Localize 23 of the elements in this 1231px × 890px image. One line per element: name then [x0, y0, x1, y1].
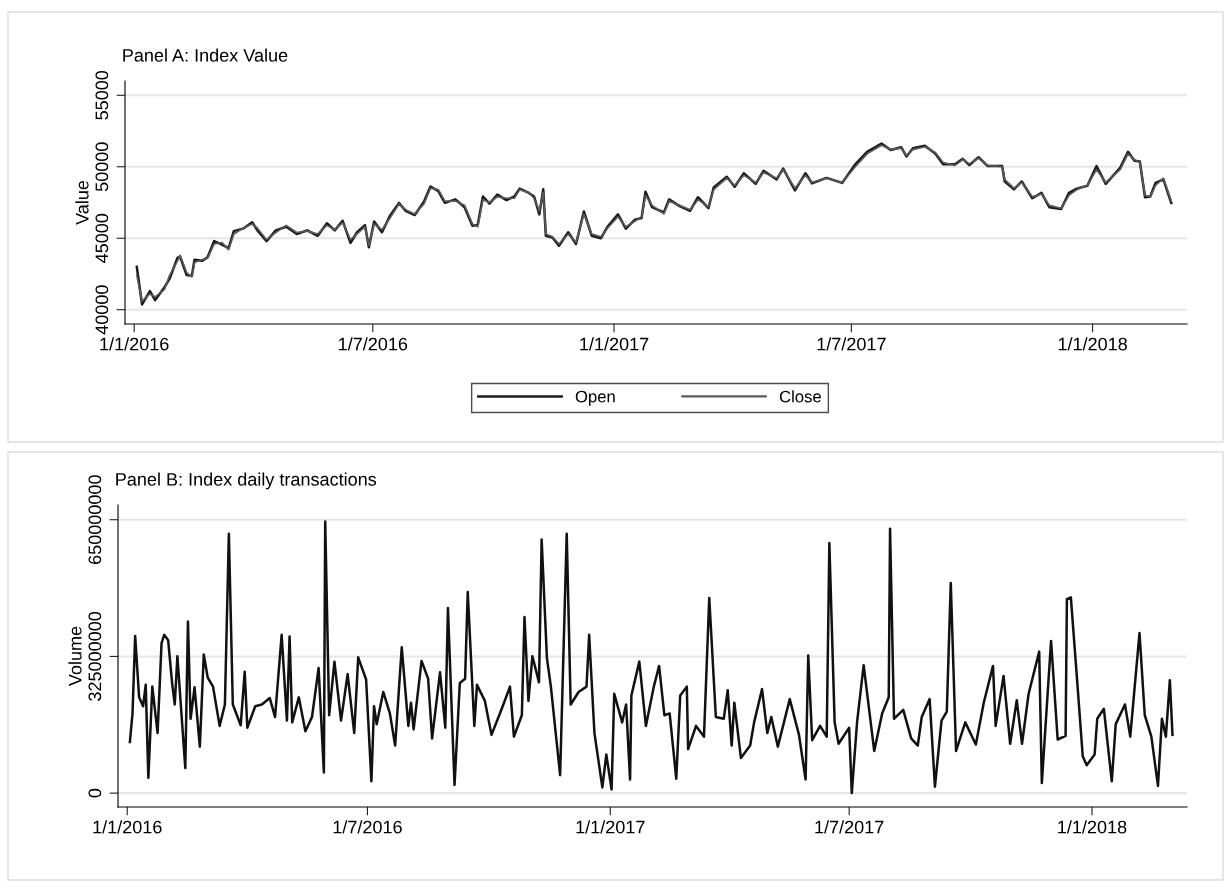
- x-tick-label: 1/7/2016: [333, 820, 402, 834]
- y-tick-label: 40000: [95, 285, 109, 335]
- x-tick-label: 1/1/2018: [1058, 820, 1127, 834]
- y-tick-label: 325000000: [88, 611, 102, 701]
- legend-label: Open: [575, 390, 615, 406]
- y-axis-title: Volume: [68, 626, 82, 687]
- y-axis-title: Value: [75, 180, 89, 225]
- x-tick-label: 1/7/2016: [339, 337, 408, 351]
- chart-title: Panel B: Index daily transactions: [116, 472, 377, 490]
- x-tick-label: 1/7/2017: [815, 820, 884, 834]
- chart-title: Panel A: Index Value: [123, 48, 288, 62]
- y-tick-label: 55000: [95, 70, 109, 120]
- x-tick-label: 1/1/2017: [580, 337, 649, 351]
- y-tick-label: 0: [88, 788, 102, 798]
- legend-label: Close: [779, 390, 821, 403]
- x-tick-label: 1/7/2017: [817, 337, 886, 351]
- y-tick-label: 45000: [95, 213, 109, 263]
- x-tick-label: 1/1/2017: [576, 820, 645, 834]
- x-tick-label: 1/1/2016: [93, 820, 162, 834]
- x-tick-label: 1/1/2016: [100, 337, 169, 351]
- x-tick-label: 1/1/2018: [1058, 337, 1127, 351]
- y-tick-label: 50000: [95, 142, 109, 192]
- y-tick-label: 650000000: [88, 475, 102, 564]
